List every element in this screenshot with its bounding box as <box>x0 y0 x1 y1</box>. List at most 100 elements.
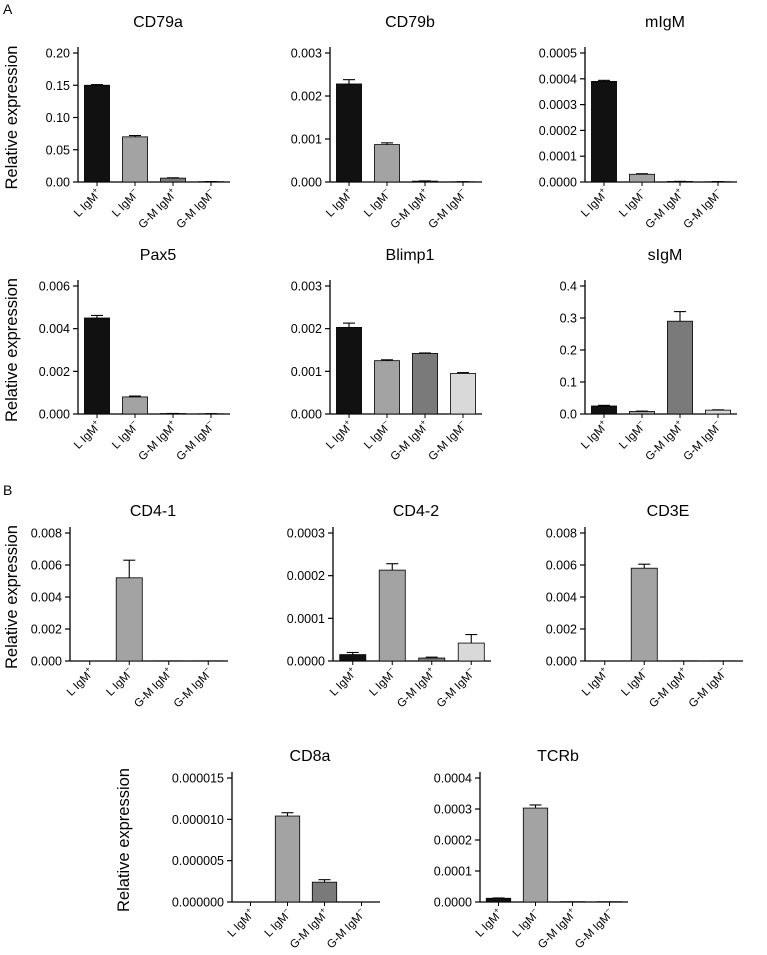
x-category-superscript: + <box>417 185 428 196</box>
y-tick-label: 0.0 <box>560 408 577 422</box>
y-tick-label: 0.003 <box>291 280 322 294</box>
x-category-label: L IgM+ <box>69 417 104 452</box>
chart-cd79a: CD79a 0.00 0.05 0.10 0.15 0.20 Relative expres… <box>3 0 230 231</box>
y-tick-label: 0.004 <box>31 591 62 605</box>
x-category-label: L IgM− <box>365 664 400 699</box>
chart-title: CD4-2 <box>393 503 439 520</box>
y-tick-label: 0.0004 <box>539 72 577 86</box>
chart-title: CD79a <box>133 14 183 31</box>
x-category-label: G-M IgM+ <box>134 417 180 463</box>
x-category-superscript: − <box>637 664 648 675</box>
x-category-label: G-M IgM+ <box>386 185 432 231</box>
bar-l-igm <box>336 83 362 183</box>
x-category-label: G-M IgM− <box>570 905 616 951</box>
significance-label: *** <box>672 0 688 3</box>
x-category-label: L IgM− <box>359 185 394 220</box>
bar-l-igm <box>374 360 400 415</box>
x-category-superscript: + <box>676 664 687 675</box>
x-category-superscript: + <box>596 417 607 428</box>
y-tick-label: 0.006 <box>31 559 62 573</box>
significance-label: *** <box>127 0 143 3</box>
significance-label: *** <box>404 0 420 3</box>
x-category-label: L IgM+ <box>69 185 104 220</box>
significance-label: *** <box>108 0 124 3</box>
x-category-label: G-M IgM− <box>172 417 218 463</box>
y-tick-label: 0.000 <box>31 655 62 669</box>
significance-label: *** <box>509 0 525 3</box>
significance-label: *** <box>615 0 631 3</box>
significance-label: *** <box>108 0 124 3</box>
significance-label: *** <box>261 0 277 3</box>
x-category-label: L IgM− <box>614 417 649 452</box>
chart-title: Blimp1 <box>386 247 435 264</box>
x-category-superscript: − <box>455 185 466 196</box>
significance-label: *** <box>335 0 351 3</box>
significance-label: *** <box>141 0 157 3</box>
x-category-superscript: + <box>565 905 576 916</box>
significance-label: *** <box>398 0 414 3</box>
x-category-superscript: − <box>464 664 475 675</box>
x-category-superscript: − <box>127 417 138 428</box>
x-category-label: L IgM+ <box>321 417 356 452</box>
chart-title: mIgM <box>645 14 685 31</box>
x-category-label: G-M IgM+ <box>533 905 579 951</box>
x-category-label: L IgM+ <box>321 185 356 220</box>
y-tick-label: 0.0002 <box>539 124 577 138</box>
chart-cd4-1: CD4-1 0.000 0.002 0.004 0.006 0.008 Relative e… <box>3 0 228 710</box>
y-tick-label: 0.00 <box>46 176 70 190</box>
x-category-label: L IgM− <box>614 185 649 220</box>
x-category-superscript: − <box>528 905 539 916</box>
x-category-superscript: + <box>491 905 502 916</box>
significance-label: *** <box>146 0 162 3</box>
x-category-label: G-M IgM+ <box>644 664 690 710</box>
significance-label: *** <box>317 0 333 3</box>
y-tick-label: 0.000015 <box>172 772 224 786</box>
bar-l-igm <box>336 326 362 415</box>
x-category-superscript: − <box>280 905 291 916</box>
x-category-label: G-M IgM− <box>322 905 368 951</box>
significance-label: *** <box>146 0 162 3</box>
x-category-superscript: + <box>243 905 254 916</box>
x-category-superscript: − <box>354 905 365 916</box>
x-category-superscript: + <box>672 185 683 196</box>
y-tick-label: 0.000 <box>546 655 577 669</box>
x-category-superscript: + <box>341 185 352 196</box>
significance-label: *** <box>165 0 181 3</box>
significance-label: *** <box>634 0 650 3</box>
x-category-superscript: − <box>634 185 645 196</box>
significance-label: *** <box>146 0 162 3</box>
bar-l-igm <box>115 577 143 662</box>
significance-label: *** <box>653 0 669 3</box>
x-category-label: L IgM+ <box>223 905 258 940</box>
x-category-label: G-M IgM+ <box>134 185 180 231</box>
y-tick-label: 0.0003 <box>434 803 472 817</box>
x-category-label: L IgM− <box>107 185 142 220</box>
significance-label: *** <box>565 0 581 3</box>
x-category-label: L IgM− <box>260 905 295 940</box>
x-category-superscript: + <box>424 664 435 675</box>
x-category-superscript: − <box>716 664 727 675</box>
y-tick-label: 0.0003 <box>539 98 577 112</box>
significance-label: *** <box>617 0 633 3</box>
significance-label: *** <box>127 0 143 3</box>
y-tick-label: 0.0002 <box>287 569 325 583</box>
bar-g-m-igm <box>418 657 446 662</box>
y-tick-label: 0.2 <box>560 344 577 358</box>
y-tick-label: 0.001 <box>291 365 322 379</box>
y-tick-label: 0.000000 <box>172 896 224 910</box>
chart-title: TCRb <box>537 748 579 765</box>
x-category-superscript: − <box>634 417 645 428</box>
y-tick-label: 0.002 <box>291 90 322 104</box>
significance-label: *** <box>360 0 376 3</box>
bar-l-igm <box>84 317 110 415</box>
chart-pax5: Pax5 0.000 0.002 0.004 0.006 Relative express… <box>3 0 230 463</box>
x-category-label: G-M IgM+ <box>392 664 438 710</box>
bar-l-igm <box>122 396 148 415</box>
y-tick-label: 0.002 <box>546 623 577 637</box>
significance-label: *** <box>360 0 376 3</box>
y-tick-label: 0.0000 <box>539 176 577 190</box>
x-category-superscript: + <box>161 664 172 675</box>
y-axis-label: Relative expression <box>3 278 21 422</box>
y-tick-label: 0.0000 <box>434 896 472 910</box>
